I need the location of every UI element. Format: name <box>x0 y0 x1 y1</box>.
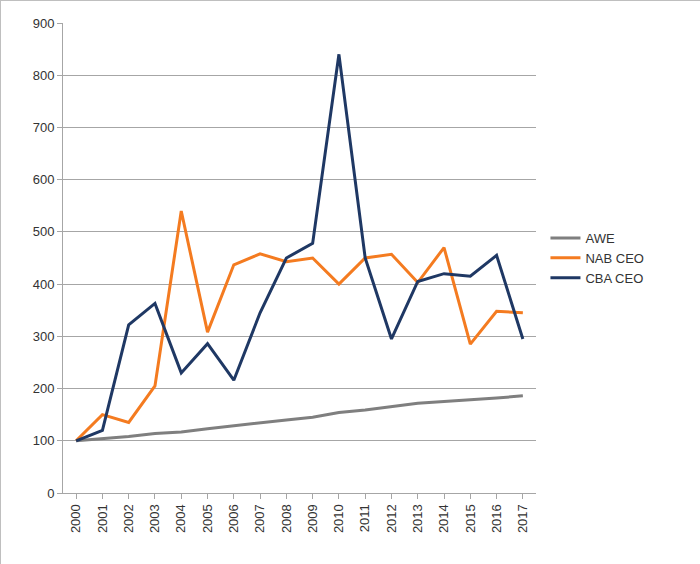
svg-text:2015: 2015 <box>463 504 478 533</box>
svg-text:300: 300 <box>33 329 55 344</box>
svg-text:NAB CEO: NAB CEO <box>585 251 644 266</box>
svg-text:2014: 2014 <box>436 504 451 533</box>
svg-text:500: 500 <box>33 224 55 239</box>
svg-text:2003: 2003 <box>147 504 162 533</box>
svg-text:2017: 2017 <box>515 504 530 533</box>
svg-text:2002: 2002 <box>121 504 136 533</box>
svg-text:2008: 2008 <box>279 504 294 533</box>
svg-text:2010: 2010 <box>331 504 346 533</box>
svg-text:2007: 2007 <box>252 504 267 533</box>
svg-text:600: 600 <box>33 172 55 187</box>
svg-text:100: 100 <box>33 433 55 448</box>
svg-text:2009: 2009 <box>305 504 320 533</box>
svg-text:2000: 2000 <box>68 504 83 533</box>
svg-text:2012: 2012 <box>384 504 399 533</box>
svg-text:0: 0 <box>47 486 54 501</box>
svg-text:2006: 2006 <box>226 504 241 533</box>
svg-text:2016: 2016 <box>489 504 504 533</box>
svg-text:2011: 2011 <box>357 504 372 532</box>
svg-text:2004: 2004 <box>173 504 188 533</box>
svg-text:900: 900 <box>33 16 55 31</box>
svg-text:400: 400 <box>33 277 55 292</box>
svg-text:2005: 2005 <box>200 504 215 533</box>
svg-text:CBA CEO: CBA CEO <box>585 271 643 286</box>
svg-text:800: 800 <box>33 68 55 83</box>
svg-text:2013: 2013 <box>410 504 425 533</box>
svg-text:AWE: AWE <box>585 231 614 246</box>
svg-text:700: 700 <box>33 120 55 135</box>
svg-text:200: 200 <box>33 381 55 396</box>
svg-text:2001: 2001 <box>95 504 110 533</box>
